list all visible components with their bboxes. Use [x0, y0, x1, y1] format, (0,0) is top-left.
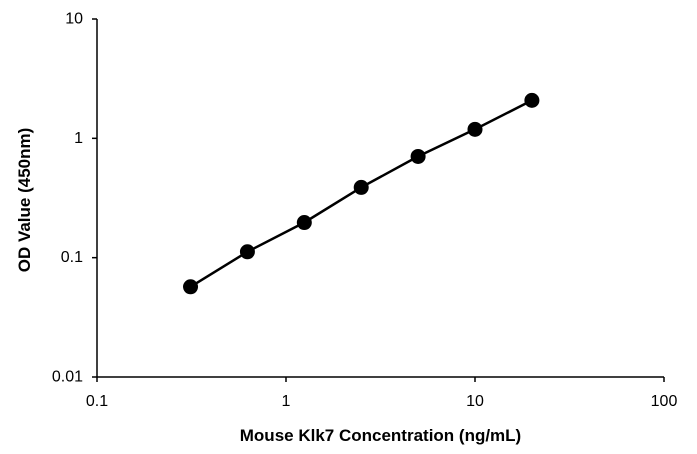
x-tick-label: 0.1	[86, 393, 108, 410]
y-tick-label: 0.01	[52, 369, 83, 386]
axes-layer	[96, 19, 664, 378]
y-tick-label: 10	[65, 11, 83, 28]
y-axis-ticks: 0.01 0.1 1 10	[52, 11, 97, 386]
x-axis-title: Mouse Klk7 Concentration (ng/mL)	[240, 426, 521, 445]
y-tick-label: 1	[74, 130, 83, 147]
y-axis-title: OD Value (450nm)	[15, 128, 34, 273]
data-point	[524, 92, 540, 108]
y-tick-label: 0.1	[61, 249, 83, 266]
data-point	[353, 179, 369, 195]
x-tick-label: 100	[651, 393, 678, 410]
data-point	[296, 215, 312, 231]
data-point	[239, 244, 255, 260]
series-layer	[183, 92, 540, 295]
data-point	[467, 121, 483, 137]
x-tick-label: 10	[466, 393, 484, 410]
x-axis-ticks: 0.1 1 10 100	[86, 377, 678, 410]
data-point	[183, 279, 199, 295]
data-point	[410, 148, 426, 164]
x-tick-label: 1	[282, 393, 291, 410]
